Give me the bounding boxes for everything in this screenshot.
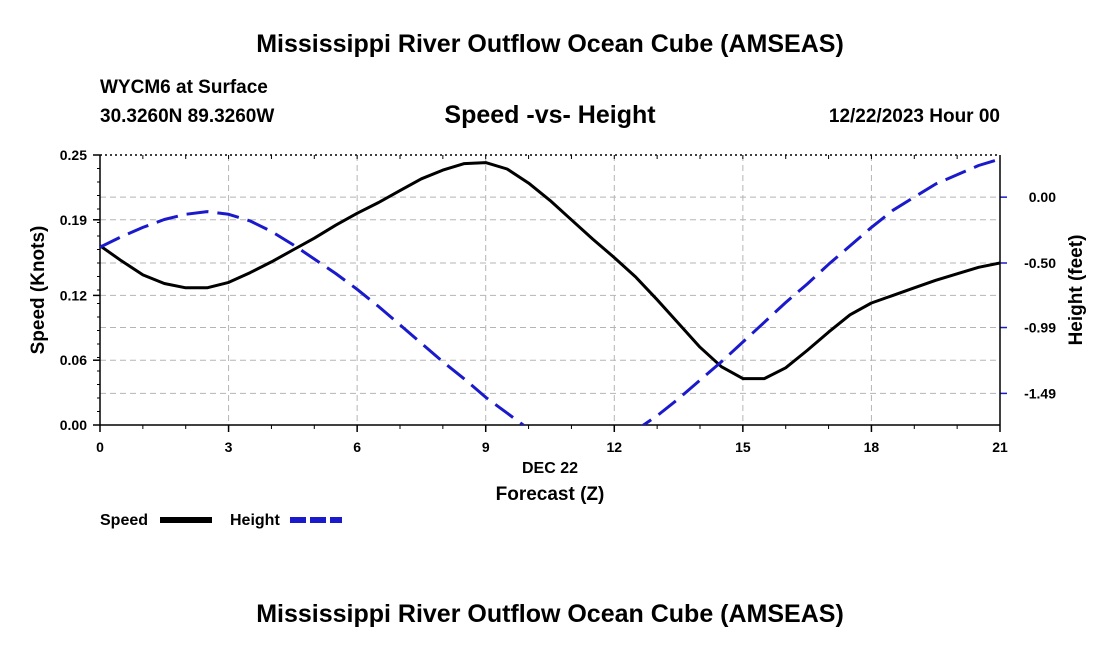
y2-tick-label: -1.49 (1024, 385, 1056, 401)
y-tick-label: 0.06 (60, 352, 87, 368)
x-tick-label: 18 (864, 439, 880, 455)
page-title-bottom: Mississippi River Outflow Ocean Cube (AM… (256, 600, 844, 628)
coordinates-label: 30.3260N 89.3260W (100, 106, 275, 127)
y-tick-label: 0.00 (60, 417, 87, 433)
y2-tick-label: 0.00 (1029, 189, 1056, 205)
x-tick-label: 15 (735, 439, 751, 455)
chart-title: Speed -vs- Height (444, 101, 656, 129)
y-tick-label: 0.19 (60, 212, 87, 228)
y-axis-label: Speed (Knots) (28, 226, 49, 355)
y2-axis-label: Height (feet) (1066, 235, 1087, 346)
x-tick-label: 0 (96, 439, 104, 455)
legend-speed-label: Speed (100, 512, 148, 529)
page-title: Mississippi River Outflow Ocean Cube (AM… (256, 30, 844, 58)
y-tick-label: 0.25 (60, 147, 87, 163)
x-tick-label: 6 (353, 439, 361, 455)
date-label: 12/22/2023 Hour 00 (828, 106, 1000, 127)
x-tick-label: 3 (225, 439, 233, 455)
x-axis-sublabel: DEC 22 (522, 460, 578, 477)
series-height-line (100, 157, 1000, 425)
station-label: WYCM6 at Surface (100, 77, 268, 98)
series-speed-line (100, 161, 1000, 381)
x-tick-label: 21 (992, 439, 1008, 455)
legend-height-label: Height (230, 512, 280, 529)
x-tick-label: 9 (482, 439, 490, 455)
y2-tick-label: -0.50 (1024, 255, 1056, 271)
x-tick-label: 12 (606, 439, 622, 455)
y-tick-label: 0.12 (60, 287, 87, 303)
x-axis-label: Forecast (Z) (496, 484, 605, 505)
y2-tick-label: -0.99 (1024, 320, 1056, 336)
